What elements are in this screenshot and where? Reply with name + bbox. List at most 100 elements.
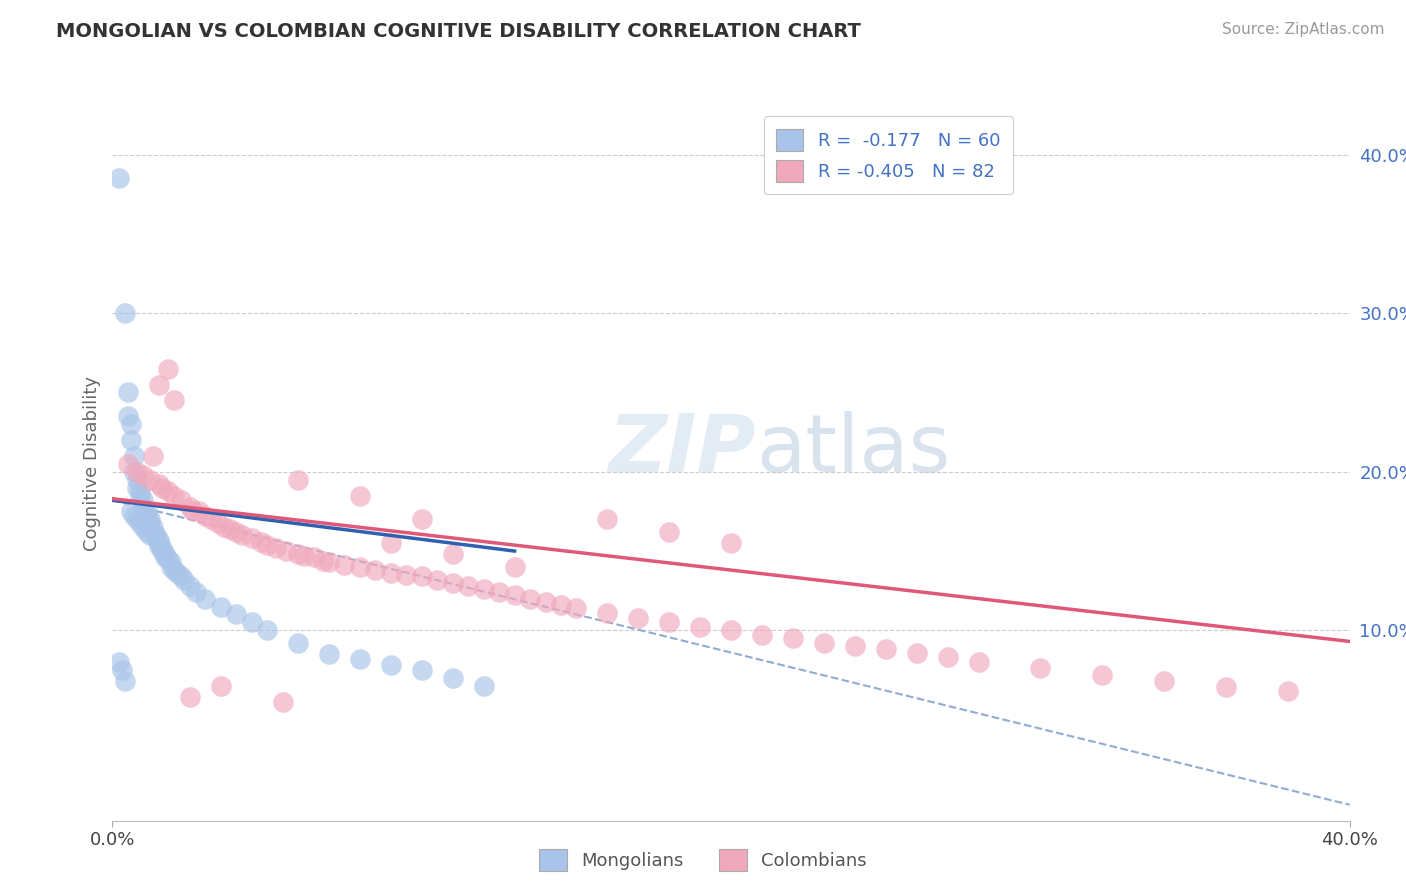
Point bbox=[318, 555, 340, 569]
Point bbox=[150, 544, 173, 558]
Legend: Mongolians, Colombians: Mongolians, Colombians bbox=[533, 842, 873, 879]
Point bbox=[132, 493, 155, 508]
Point bbox=[194, 509, 217, 524]
Point bbox=[472, 582, 495, 596]
Point bbox=[127, 465, 149, 479]
Point bbox=[349, 652, 371, 666]
Point bbox=[380, 658, 402, 673]
Point bbox=[142, 449, 165, 463]
Point bbox=[138, 528, 160, 542]
Point bbox=[169, 569, 191, 583]
Point bbox=[240, 532, 263, 546]
Point bbox=[875, 642, 897, 657]
Legend: R =  -0.177   N = 60, R = -0.405   N = 82: R = -0.177 N = 60, R = -0.405 N = 82 bbox=[763, 116, 1012, 194]
Point bbox=[967, 655, 990, 669]
Point bbox=[145, 528, 167, 542]
Point bbox=[135, 524, 157, 539]
Point bbox=[411, 569, 433, 583]
Point bbox=[166, 566, 188, 581]
Point bbox=[127, 473, 149, 487]
Point bbox=[1153, 674, 1175, 689]
Point bbox=[148, 377, 170, 392]
Point bbox=[150, 541, 173, 555]
Point bbox=[163, 489, 186, 503]
Point bbox=[209, 599, 232, 614]
Point bbox=[302, 550, 325, 565]
Point bbox=[120, 504, 142, 518]
Point bbox=[129, 483, 152, 498]
Point bbox=[519, 591, 541, 606]
Point bbox=[138, 516, 160, 530]
Point bbox=[184, 585, 207, 599]
Point bbox=[145, 532, 167, 546]
Point bbox=[132, 500, 155, 514]
Point bbox=[157, 361, 180, 376]
Point bbox=[160, 555, 183, 569]
Point bbox=[225, 524, 247, 539]
Point bbox=[256, 624, 278, 638]
Point bbox=[287, 636, 309, 650]
Point bbox=[163, 393, 186, 408]
Point bbox=[250, 534, 273, 549]
Point bbox=[240, 615, 263, 630]
Point bbox=[503, 560, 526, 574]
Point bbox=[209, 679, 232, 693]
Point bbox=[179, 579, 201, 593]
Point bbox=[658, 524, 681, 539]
Point bbox=[153, 550, 176, 565]
Point bbox=[380, 566, 402, 581]
Point bbox=[596, 512, 619, 526]
Point bbox=[380, 536, 402, 550]
Point bbox=[142, 524, 165, 539]
Point bbox=[782, 632, 804, 646]
Point bbox=[200, 512, 222, 526]
Point bbox=[219, 522, 242, 536]
Point bbox=[333, 558, 356, 573]
Point bbox=[565, 601, 588, 615]
Point bbox=[534, 595, 557, 609]
Point bbox=[1029, 661, 1052, 675]
Point bbox=[148, 536, 170, 550]
Point bbox=[148, 539, 170, 553]
Point bbox=[256, 538, 278, 552]
Point bbox=[318, 647, 340, 661]
Point bbox=[225, 607, 247, 622]
Point bbox=[117, 457, 139, 471]
Point bbox=[107, 171, 129, 186]
Point bbox=[1277, 683, 1299, 698]
Point bbox=[488, 585, 510, 599]
Point bbox=[135, 509, 157, 524]
Point bbox=[844, 639, 866, 653]
Point bbox=[138, 512, 160, 526]
Point bbox=[689, 620, 711, 634]
Point bbox=[127, 512, 149, 526]
Point bbox=[411, 512, 433, 526]
Point bbox=[503, 589, 526, 603]
Text: Source: ZipAtlas.com: Source: ZipAtlas.com bbox=[1222, 22, 1385, 37]
Point bbox=[111, 663, 134, 677]
Point bbox=[132, 520, 155, 534]
Point bbox=[163, 563, 186, 577]
Point bbox=[129, 489, 152, 503]
Point bbox=[194, 591, 217, 606]
Point bbox=[129, 516, 152, 530]
Point bbox=[114, 674, 136, 689]
Point bbox=[207, 516, 229, 530]
Point bbox=[179, 690, 201, 704]
Point bbox=[107, 655, 129, 669]
Point bbox=[150, 481, 173, 495]
Point bbox=[596, 606, 619, 620]
Point bbox=[231, 528, 253, 542]
Point bbox=[472, 679, 495, 693]
Point bbox=[287, 473, 309, 487]
Point bbox=[117, 409, 139, 424]
Point bbox=[905, 646, 928, 660]
Point bbox=[813, 636, 835, 650]
Point bbox=[160, 560, 183, 574]
Point bbox=[114, 306, 136, 320]
Point bbox=[658, 615, 681, 630]
Point bbox=[135, 504, 157, 518]
Point bbox=[132, 467, 155, 482]
Point bbox=[122, 465, 145, 479]
Point bbox=[266, 541, 288, 555]
